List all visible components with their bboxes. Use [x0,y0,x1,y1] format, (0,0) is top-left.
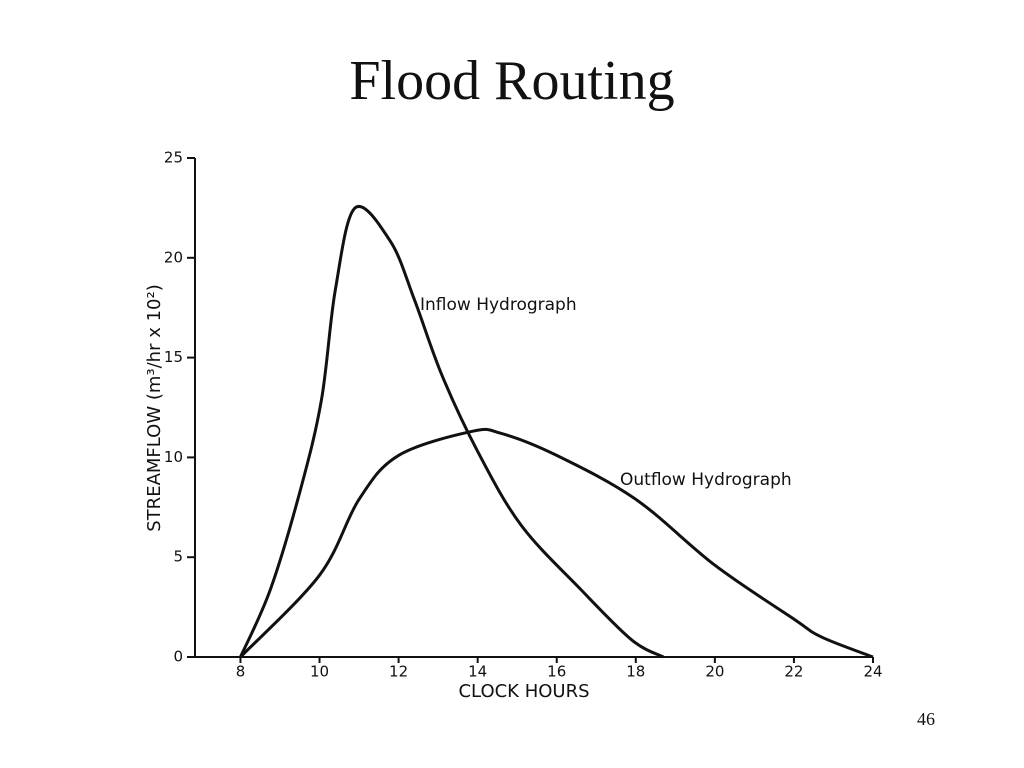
y-tick-label: 15 [164,348,183,366]
series-label: Outflow Hydrograph [620,470,792,490]
x-tick-label: 22 [784,663,803,681]
x-tick-label: 16 [547,663,566,681]
x-axis-label: CLOCK HOURS [458,681,589,702]
y-axis-label: STREAMFLOW (m³/hr x 10²) [144,284,165,531]
y-tick-label: 25 [164,149,183,167]
series-line [239,427,874,659]
y-tick-label: 5 [173,548,183,566]
slide-title: Flood Routing [349,50,674,112]
x-tick-label: 10 [310,663,329,681]
x-tick-label: 12 [389,663,408,681]
x-tick-label: 20 [705,663,724,681]
x-tick-label: 8 [236,663,246,681]
x-tick-label: 18 [626,663,645,681]
x-tick-label: 14 [468,663,487,681]
y-tick-label: 10 [164,448,183,466]
series-line [239,204,665,659]
x-tick-label: 24 [863,663,882,681]
y-tick-label: 20 [164,248,183,266]
series-label: Inflow Hydrograph [420,295,577,315]
y-tick-label: 0 [173,648,183,666]
page-number: 46 [917,709,935,729]
